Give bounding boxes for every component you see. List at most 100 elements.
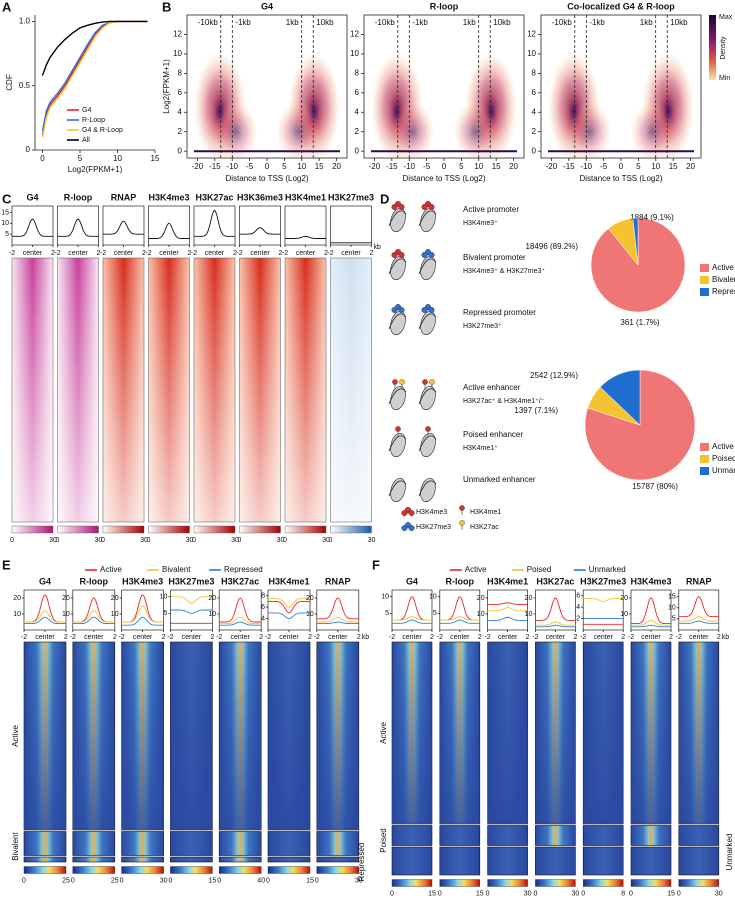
x-tick-label: 5 xyxy=(282,162,287,171)
legend-swatch xyxy=(700,288,709,296)
x-axis-label: Distance to TSS (Log2) xyxy=(579,174,662,183)
x-axis-label: Distance to TSS (Log2) xyxy=(402,174,485,183)
heatmap-fade xyxy=(239,258,281,522)
histone-mark xyxy=(391,307,398,314)
y-tick-label: 20 xyxy=(13,595,21,602)
legend-label: Active xyxy=(712,263,734,272)
y-tick-label: 10 xyxy=(429,594,437,601)
key-label: H3K4me1 xyxy=(470,509,501,516)
x-tick-label: center xyxy=(68,250,88,257)
y-tick-label: 12 xyxy=(350,30,359,39)
colorbar-min: 0 xyxy=(677,890,681,897)
pie-value-label: 15787 (80%) xyxy=(632,482,678,491)
x-tick-label: 2 xyxy=(113,634,117,641)
x-tick-label: -15 xyxy=(386,162,398,171)
colorbar xyxy=(121,866,164,874)
track-title: RNAP xyxy=(686,576,712,586)
colorbar-min: 0 xyxy=(329,537,333,544)
y-tick-label: 2 xyxy=(532,127,537,136)
x-axis-label: Distance to TSS (Log2) xyxy=(225,174,308,183)
y-tick-label: 20 xyxy=(620,595,628,602)
profile-frame xyxy=(391,589,433,631)
legend-swatch xyxy=(700,467,709,475)
legend-label: Poised xyxy=(527,565,551,574)
profile-line xyxy=(631,597,671,625)
x-tick-label: center xyxy=(182,634,202,641)
track-title: H3K27ac xyxy=(536,576,574,586)
colorbar xyxy=(11,525,54,534)
x-tick-label: 15 xyxy=(669,162,678,171)
density-spread xyxy=(276,101,321,162)
profile-line xyxy=(678,596,719,618)
x-tick-label: -2 xyxy=(437,634,443,641)
density-spread xyxy=(567,101,612,162)
colorbar-min: 0 xyxy=(315,877,319,884)
pie-value-label: 2542 (12.9%) xyxy=(530,371,578,380)
row-group-label: Repressed xyxy=(357,843,366,882)
legend-swatch xyxy=(700,443,709,451)
track-title: G4 xyxy=(39,576,51,586)
profile-line xyxy=(678,620,719,624)
dna-wrap xyxy=(388,258,407,275)
dna-wrap xyxy=(418,258,437,275)
legend-swatch xyxy=(700,455,709,463)
track-title: G4 xyxy=(406,576,418,586)
histone-pin-head xyxy=(459,520,465,526)
heatmap-block xyxy=(72,856,116,863)
row-label: Bivalent promoter xyxy=(463,253,526,262)
x-tick-label: 5 xyxy=(78,154,83,163)
colorbar-min: 0 xyxy=(533,890,537,897)
x-tick-label: -5 xyxy=(423,162,431,171)
density-spread xyxy=(390,101,435,162)
x-tick-label: 0 xyxy=(40,154,45,163)
reference-label: -1kb xyxy=(235,18,251,27)
profile-line xyxy=(170,596,213,604)
x-tick-label: -2 xyxy=(54,250,60,257)
row-label: Poised enhancer xyxy=(463,430,523,439)
y-tick-label: 2 xyxy=(355,127,360,136)
legend-label: Active xyxy=(712,442,734,451)
x-unit: kb xyxy=(362,634,370,641)
profile-line xyxy=(392,619,432,624)
heatmap-fade xyxy=(24,642,66,830)
heatmap-block xyxy=(218,856,262,863)
heatmap-frame xyxy=(284,257,327,523)
x-tick-label: 5 xyxy=(459,162,464,171)
x-tick-label: 2 xyxy=(162,634,166,641)
nucleosome xyxy=(390,432,406,458)
y-tick-label: 8 xyxy=(532,68,537,77)
colorbar-max: 30 xyxy=(715,890,723,897)
y-tick-label: 8 xyxy=(178,68,183,77)
x-tick-label: -2 xyxy=(70,634,76,641)
x-tick-label: 10 xyxy=(297,162,306,171)
heatmap-block xyxy=(170,831,213,856)
x-tick-label: 20 xyxy=(509,162,518,171)
x-tick-label: center xyxy=(328,634,348,641)
profile-frame xyxy=(121,589,164,631)
colorbar-min: 0 xyxy=(390,890,394,897)
reference-label: -10kb xyxy=(552,18,573,27)
y-tick-label: 0 xyxy=(355,146,360,155)
x-tick-label: 15 xyxy=(315,162,324,171)
x-tick-label: center xyxy=(641,634,661,641)
colorbar-max: 30 xyxy=(368,537,376,544)
histone-pin-head xyxy=(429,379,435,385)
x-tick-label: -2 xyxy=(314,634,320,641)
density-spread xyxy=(213,101,258,162)
legend-label: Repressed xyxy=(712,287,735,296)
y-tick-label: 0 xyxy=(532,146,537,155)
row-group-label: Poised xyxy=(379,828,388,852)
x-tick-label: center xyxy=(230,634,250,641)
x-tick-label: center xyxy=(159,250,179,257)
pie-value-label: 1884 (9.1%) xyxy=(630,213,674,222)
profile-line xyxy=(57,218,99,237)
legend-label: G4 xyxy=(82,107,91,114)
colorbar-max: 30 xyxy=(49,537,57,544)
histone-pin-head xyxy=(392,379,398,385)
profile-line xyxy=(219,597,262,623)
y-tick-label: 10 xyxy=(306,611,314,618)
heatmap-block xyxy=(678,825,720,846)
key-label: H3K27ac xyxy=(470,524,499,531)
heatmap-block xyxy=(582,846,624,876)
colorbar xyxy=(23,866,67,874)
